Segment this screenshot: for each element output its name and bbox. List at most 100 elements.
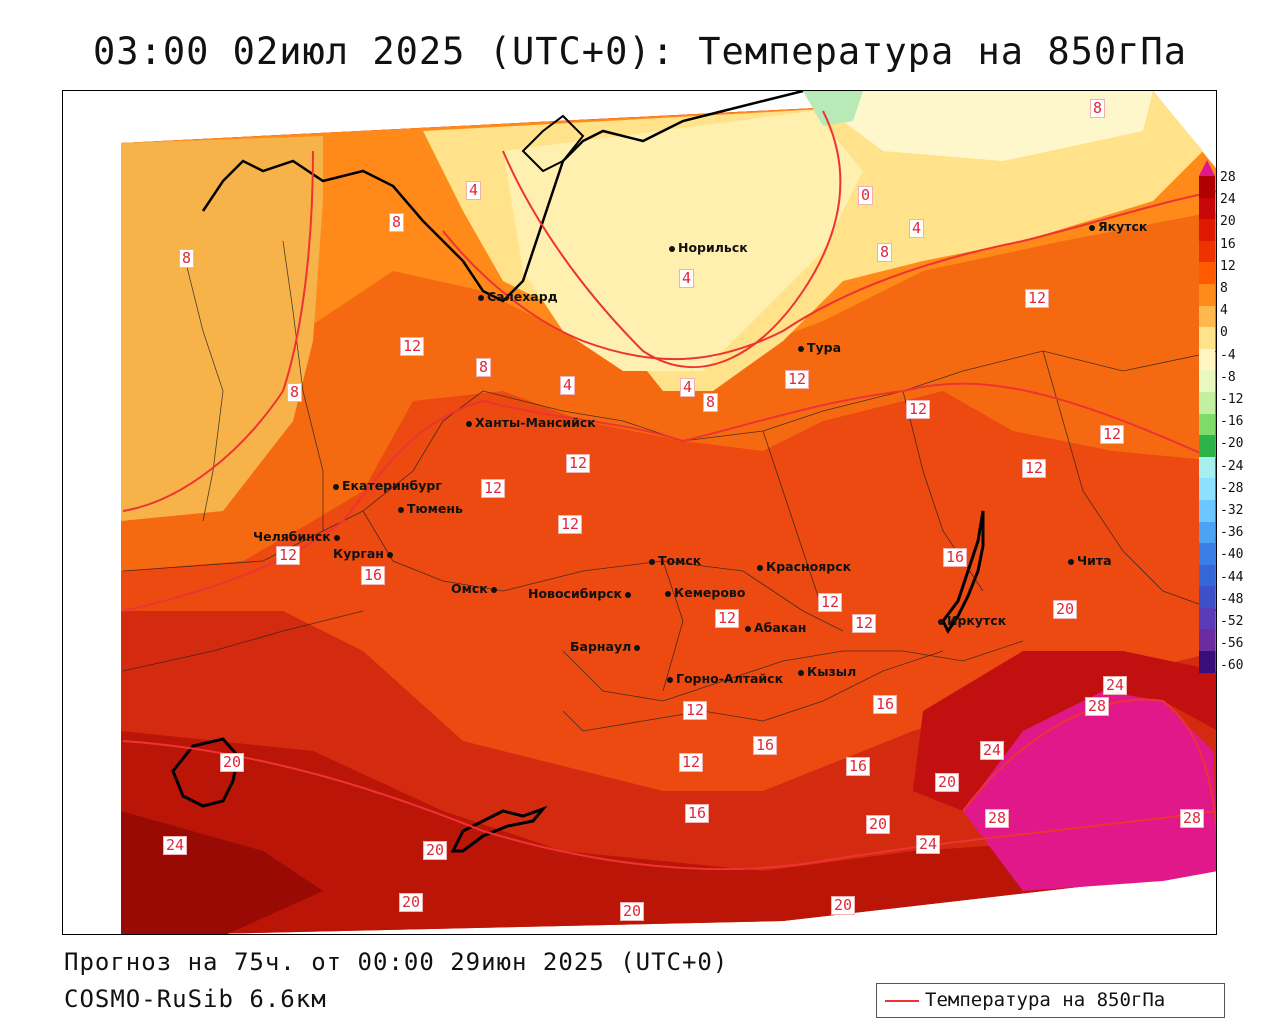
legend-line-swatch [885,1000,919,1002]
contour-label: 8 [877,243,893,262]
contour-label: 20 [399,893,424,912]
scale-tick-label: 16 [1220,236,1236,252]
scale-segment [1199,391,1215,414]
city-label: Кемерово [674,585,746,600]
city-dot [665,590,671,597]
city-kyzyl: Кызыл [798,664,856,679]
city-label: Красноярск [766,559,852,574]
scale-tick-label: -16 [1220,414,1244,430]
contour-label: 8 [703,393,719,412]
color-scale [1199,160,1215,673]
city-omsk: Омск [451,581,500,596]
city-tomsk: Томск [649,553,701,568]
city-gorno-altaysk: Горно-Алтайск [667,671,783,686]
contour-label: 12 [818,593,843,612]
contour-label: 12 [679,753,704,772]
city-krasnoyarsk: Красноярск [757,559,851,574]
contour-label: 28 [1180,809,1205,828]
contour-label: 28 [1085,697,1110,716]
city-label: Якутск [1098,219,1148,234]
city-label: Горно-Алтайск [676,671,784,686]
scale-segment [1199,521,1215,544]
city-ekaterinburg: Екатеринбург [333,478,442,493]
city-dot [333,534,340,541]
contour-label: 12 [400,337,425,356]
scale-segment [1199,543,1215,565]
city-label: Абакан [754,620,807,635]
contour-label: 8 [1090,99,1106,118]
contour-label: 4 [466,181,482,200]
scale-tick-label: 28 [1220,170,1236,185]
scale-segment [1199,240,1215,263]
scale-tick-label: -28 [1220,480,1244,496]
contour-label: 16 [846,757,871,776]
scale-segment [1199,435,1215,457]
city-label: Новосибирск [528,586,623,601]
contour-label: 12 [715,609,740,628]
scale-tick-label: 24 [1220,192,1236,208]
scale-segment [1199,586,1215,608]
contour-label: 24 [163,836,188,855]
city-label: Челябинск [253,529,331,544]
city-barnaul: Барнаул [570,639,643,654]
city-chita: Чита [1068,553,1112,568]
city-tyumen: Тюмень [398,501,463,516]
scale-segment [1199,607,1215,630]
scale-segments [1199,176,1215,673]
scale-segment [1199,564,1215,587]
city-tura: Тура [798,340,841,355]
city-label: Омск [451,581,488,596]
city-abakan: Абакан [745,620,806,635]
city-chelyabinsk: Челябинск [253,529,343,544]
scale-tick-label: 12 [1220,258,1236,274]
city-label: Тура [807,340,842,355]
scale-segment [1199,176,1215,198]
scale-tick-label: -12 [1220,392,1244,407]
scale-segment [1199,305,1215,328]
city-irkutsk: Иркутск [938,613,1006,628]
city-label: Екатеринбург [342,478,442,493]
contour-label: 8 [476,358,492,377]
contour-label: 20 [423,841,448,860]
contour-label: 16 [943,548,968,567]
scale-segment [1199,651,1215,673]
city-label: Норильск [678,240,748,255]
scale-tick-label: -32 [1220,503,1244,518]
scale-segment [1199,262,1215,284]
contour-label: 8 [389,213,405,232]
city-label: Тюмень [407,501,463,516]
scale-segment [1199,413,1215,436]
city-kemerovo: Кемерово [665,585,745,600]
contour-label: 4 [909,219,925,238]
model-name: COSMO-RuSib 6.6км [64,985,327,1013]
contour-label: 12 [1022,459,1047,478]
scale-tick-label: 0 [1220,325,1228,341]
city-label: Иркутск [947,613,1007,628]
contour-label: 12 [906,400,931,419]
scale-tick-label: -48 [1220,591,1244,607]
scale-tick-label: 4 [1220,303,1228,319]
city-label: Ханты-Мансийск [475,415,596,430]
contour-label: 20 [1053,600,1078,619]
city-dot [798,345,804,352]
scale-segment [1199,219,1215,241]
contour-label: 4 [680,378,696,397]
city-khanty-mansiysk: Ханты-Мансийск [466,415,596,430]
map-canvas [63,91,1216,934]
contour-label: 12 [852,614,877,633]
city-dot [333,483,339,490]
scale-tick-label: -8 [1220,369,1236,385]
city-dot [757,564,763,571]
scale-tick-label: -56 [1220,636,1244,652]
legend: Температура на 850гПа [876,983,1225,1018]
scale-segment [1199,283,1215,306]
scale-tick-label: -36 [1220,525,1244,541]
city-dot [669,245,675,252]
city-dot [649,558,655,565]
contour-label: 8 [179,249,195,268]
contour-label: 20 [620,902,645,921]
contour-label: 16 [361,566,386,585]
contour-label: 4 [560,376,576,395]
scale-tick-label: -52 [1220,614,1244,629]
contour-label: 12 [1025,289,1050,308]
